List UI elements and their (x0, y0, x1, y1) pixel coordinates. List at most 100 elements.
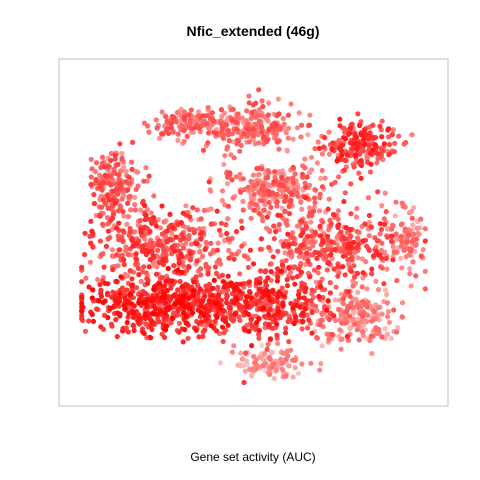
scatter-point (187, 250, 193, 256)
scatter-point (241, 253, 248, 259)
scatter-point (292, 314, 299, 320)
scatter-point (375, 155, 381, 162)
scatter-point (220, 135, 226, 141)
scatter-point (313, 279, 319, 285)
scatter-point (175, 131, 181, 137)
scatter-point (337, 116, 343, 122)
scatter-point (330, 140, 336, 146)
scatter-point (129, 301, 135, 307)
scatter-point (314, 160, 320, 166)
scatter-point (271, 236, 277, 242)
scatter-point (369, 271, 375, 277)
scatter-point (348, 300, 354, 306)
scatter-point (106, 197, 112, 203)
scatter-point (225, 132, 231, 138)
scatter-point (283, 373, 289, 379)
scatter-point (245, 184, 251, 190)
scatter-point (186, 264, 192, 270)
scatter-point (143, 165, 149, 171)
scatter-point (117, 295, 123, 301)
scatter-point (259, 166, 265, 172)
scatter-point (275, 248, 281, 254)
scatter-point (206, 179, 212, 185)
scatter-point (222, 319, 229, 325)
scatter-point (143, 225, 149, 231)
scatter-point (98, 252, 104, 258)
scatter-point (214, 208, 220, 214)
scatter-point (351, 308, 357, 314)
scatter-point (261, 207, 267, 213)
scatter-point (374, 238, 380, 244)
scatter-point (209, 221, 215, 227)
scatter-point (337, 327, 343, 333)
scatter-point (236, 304, 243, 310)
scatter-point (299, 206, 305, 212)
scatter-point (153, 271, 160, 277)
scatter-point (146, 249, 152, 255)
scatter-point (187, 257, 193, 263)
scatter-point (101, 180, 107, 186)
scatter-point (185, 335, 191, 341)
scatter-point (274, 321, 280, 327)
scatter-point (156, 281, 162, 287)
scatter-point (135, 265, 141, 271)
scatter-point (121, 261, 127, 268)
scatter-point (118, 168, 124, 174)
scatter-point (366, 146, 372, 152)
scatter-point (335, 216, 341, 222)
scatter-point (292, 281, 298, 287)
scatter-point (280, 116, 286, 122)
scatter-point (159, 275, 165, 281)
scatter-point (265, 118, 271, 124)
scatter-point (339, 336, 345, 342)
scatter-point (250, 126, 256, 132)
scatter-point (169, 244, 175, 250)
scatter-point (127, 291, 133, 297)
scatter-point (312, 229, 318, 235)
scatter-point (299, 326, 305, 332)
scatter-point (348, 181, 354, 187)
scatter-point (145, 123, 151, 129)
scatter-point (271, 313, 277, 319)
scatter-point (362, 141, 368, 147)
scatter-point (249, 322, 255, 328)
scatter-point (179, 122, 185, 129)
scatter-point (399, 200, 405, 206)
scatter-point (282, 330, 289, 336)
scatter-point (256, 87, 262, 93)
scatter-point (348, 211, 354, 217)
scatter-point (130, 243, 136, 249)
scatter-point (378, 247, 384, 254)
scatter-point (375, 189, 381, 195)
scatter-point (254, 320, 260, 326)
scatter-point (239, 243, 245, 249)
scatter-point (233, 281, 240, 287)
scatter-point (126, 194, 132, 200)
scatter-point (318, 284, 324, 290)
scatter-point (115, 300, 121, 306)
scatter-point (360, 329, 366, 335)
scatter-point (230, 106, 236, 112)
scatter-point (165, 265, 171, 272)
scatter-point (121, 164, 127, 170)
scatter-point (239, 225, 245, 231)
scatter-point (284, 148, 290, 154)
scatter-point (323, 253, 329, 259)
scatter-point (384, 331, 391, 337)
scatter-point (89, 295, 95, 301)
scatter-point (399, 300, 406, 306)
scatter-point (209, 122, 215, 128)
scatter-point (109, 323, 115, 329)
scatter-point (347, 293, 353, 299)
scatter-point (218, 297, 224, 303)
scatter-point (381, 281, 387, 287)
scatter-point (206, 281, 212, 288)
scatter-point (161, 283, 167, 289)
scatter-point (321, 144, 327, 150)
scatter-point (294, 189, 300, 196)
scatter-point (227, 305, 233, 311)
scatter-point (117, 247, 123, 253)
scatter-point (221, 110, 227, 116)
scatter-point (326, 151, 332, 157)
scatter-point (160, 261, 166, 268)
